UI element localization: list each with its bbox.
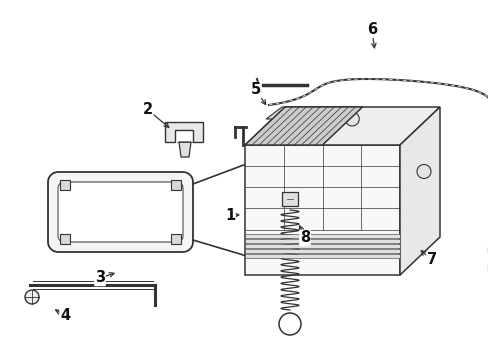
Text: 3: 3 [95,270,105,285]
Polygon shape [244,238,399,243]
Text: 1: 1 [224,207,235,222]
Text: 7: 7 [426,252,436,267]
Circle shape [25,290,39,304]
Text: 5: 5 [250,82,261,98]
Polygon shape [282,192,297,206]
Circle shape [345,112,359,126]
Bar [60,234,70,244]
Polygon shape [48,172,193,252]
Bar [171,234,181,244]
Polygon shape [244,253,399,257]
Bar [60,180,70,190]
Polygon shape [487,247,488,259]
Polygon shape [164,122,203,142]
Text: 2: 2 [142,103,153,117]
Polygon shape [265,107,361,119]
Polygon shape [487,265,488,277]
Text: 8: 8 [299,230,309,246]
Text: 4: 4 [60,307,70,323]
Text: 6: 6 [366,22,376,37]
Polygon shape [244,234,399,238]
Polygon shape [399,107,439,275]
Polygon shape [58,182,183,242]
Polygon shape [244,248,399,252]
Polygon shape [244,145,399,275]
Polygon shape [244,107,439,145]
Polygon shape [179,142,191,157]
Polygon shape [244,243,399,248]
Polygon shape [244,107,362,145]
Bar [171,180,181,190]
Circle shape [279,313,301,335]
Circle shape [416,165,430,179]
